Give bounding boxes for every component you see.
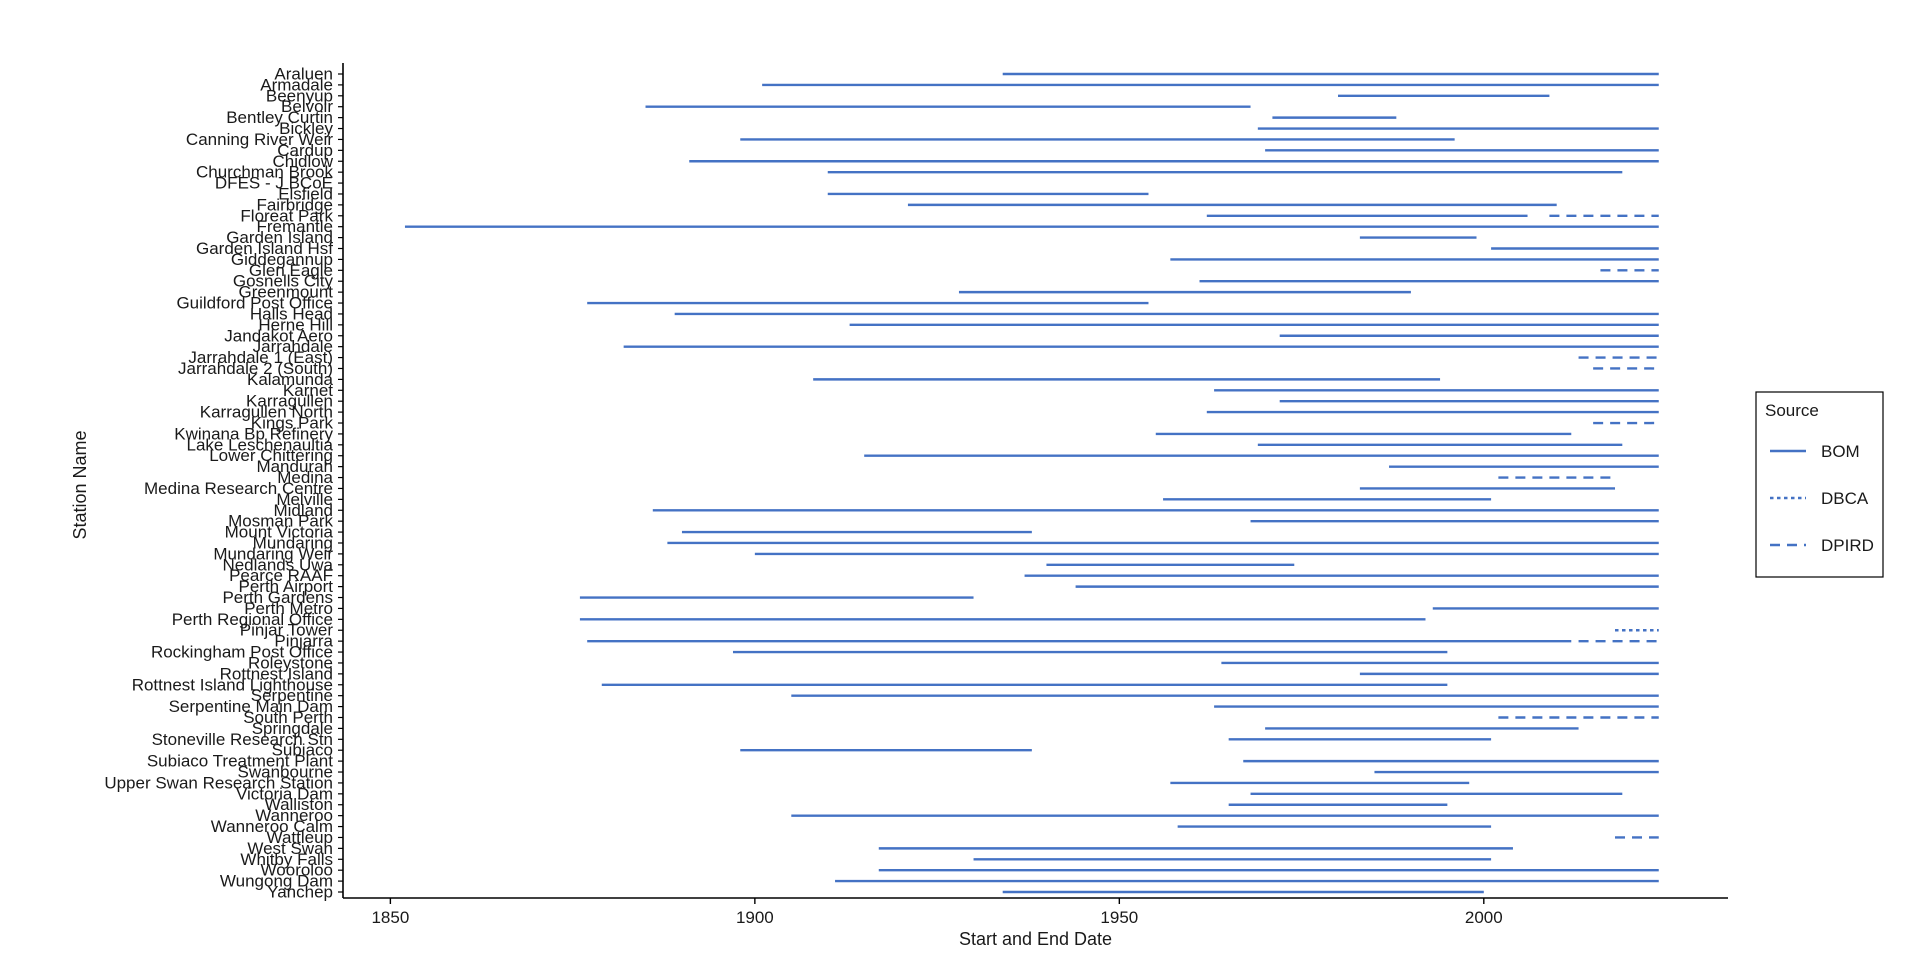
station-label-gosnells-city: Gosnells City (233, 272, 334, 291)
station-label-south-perth: South Perth (243, 708, 333, 727)
station-label-upper-swan-research-station: Upper Swan Research Station (104, 773, 333, 792)
x-ticks: 1850 1900 1950 2000 (371, 898, 1503, 927)
legend-title: Source (1765, 401, 1819, 420)
station-label-perth-metro: Perth Metro (244, 599, 333, 618)
station-label-perth-gardens: Perth Gardens (222, 588, 333, 607)
legend-label-bom: BOM (1821, 442, 1860, 461)
station-label-garden-island-hsf: Garden Island Hsf (196, 239, 333, 258)
station-label-karnet: Karnet (283, 381, 333, 400)
station-label-kwinana-bp-refinery: Kwinana Bp Refinery (174, 424, 333, 443)
station-label-mosman-park: Mosman Park (228, 512, 333, 531)
station-label-nedlands-uwa: Nedlands Uwa (222, 555, 333, 574)
station-label-springdale: Springdale (252, 719, 333, 738)
station-label-fairbridge: Fairbridge (256, 195, 333, 214)
station-label-canning-river-weir: Canning River Weir (186, 130, 333, 149)
station-label-armadale: Armadale (260, 75, 333, 94)
station-label-medina: Medina (277, 468, 333, 487)
legend-entries: BOM DBCA DPIRD (1770, 442, 1874, 555)
legend: Source BOM DBCA DPIRD (1755, 391, 1884, 578)
station-label-pinjar-tower: Pinjar Tower (240, 621, 334, 640)
station-label-wungong-dam: Wungong Dam (220, 872, 333, 891)
station-label-garden-island: Garden Island (226, 228, 333, 247)
station-label-melville: Melville (276, 490, 333, 509)
station-label-mundaring: Mundaring (253, 533, 333, 552)
station-label-stoneville-research-stn: Stoneville Research Stn (152, 730, 333, 749)
station-label-beenyup: Beenyup (266, 86, 333, 105)
station-label-rockingham-post-office: Rockingham Post Office (151, 643, 333, 662)
station-label-churchman-brook: Churchman Brook (196, 163, 334, 182)
station-label-glen-eagle: Glen Eagle (249, 261, 333, 280)
y-axis-title: Station Name (70, 430, 90, 539)
station-label-serpentine-main-dam: Serpentine Main Dam (169, 697, 333, 716)
station-label-halls-head: Halls Head (250, 304, 333, 323)
station-label-elsfield: Elsfield (278, 184, 333, 203)
station-label-mundaring-weir: Mundaring Weir (213, 544, 333, 563)
station-label-fremantle: Fremantle (256, 217, 333, 236)
station-label-karragullen-north: Karragullen North (200, 403, 333, 422)
station-label-kalamunda: Kalamunda (247, 370, 334, 389)
station-label-jandakot-aero: Jandakot Aero (224, 326, 333, 345)
station-label-roleystone: Roleystone (248, 653, 333, 672)
station-label-giddegannup: Giddegannup (231, 250, 333, 269)
x-tick-label-1900: 1900 (736, 908, 774, 927)
station-label-perth-airport: Perth Airport (239, 577, 334, 596)
station-label-araluen: Araluen (274, 65, 333, 84)
station-label-serpentine: Serpentine (251, 686, 333, 705)
station-label-wanneroo-calm: Wanneroo Calm (211, 817, 333, 836)
legend-label-dpird: DPIRD (1821, 536, 1874, 555)
station-label-dfes-j-bcoe: DFES - J BCoE (215, 174, 333, 193)
station-label-herne-hill: Herne Hill (258, 315, 333, 334)
station-label-belvoir: Belvoir (281, 97, 333, 116)
station-label-swanbourne: Swanbourne (238, 763, 333, 782)
station-label-medina-research-centre: Medina Research Centre (144, 479, 333, 498)
station-label-greenmount: Greenmount (239, 283, 334, 302)
x-tick-label-1950: 1950 (1100, 908, 1138, 927)
station-label-lake-leschenaultia: Lake Leschenaultia (186, 435, 333, 454)
station-label-subiaco: Subiaco (272, 741, 333, 760)
station-label-mount-victoria: Mount Victoria (225, 523, 334, 542)
station-label-victoria-dam: Victoria Dam (236, 784, 333, 803)
station-label-pinjarra: Pinjarra (274, 632, 333, 651)
station-label-subiaco-treatment-plant: Subiaco Treatment Plant (147, 752, 333, 771)
station-label-kings-park: Kings Park (251, 414, 334, 433)
x-tick-label-2000: 2000 (1465, 908, 1503, 927)
station-label-yanchep: Yanchep (267, 883, 333, 902)
station-label-chidlow: Chidlow (273, 152, 334, 171)
station-label-mandurah: Mandurah (256, 457, 333, 476)
station-label-lower-chittering: Lower Chittering (209, 446, 333, 465)
station-label-rottnest-island: Rottnest Island (220, 664, 333, 683)
x-axis-title: Start and End Date (959, 929, 1112, 949)
station-label-bickley: Bickley (279, 119, 333, 138)
station-label-midland: Midland (273, 501, 333, 520)
segments-layer (404, 72, 1659, 894)
legend-label-dbca: DBCA (1821, 489, 1869, 508)
station-label-jarrahdale-1-east: Jarrahdale 1 (East) (188, 348, 333, 367)
station-label-pearce-raaf: Pearce RAAF (229, 566, 333, 585)
station-label-jarrahdale: Jarrahdale (253, 337, 333, 356)
station-label-wooroloo: Wooroloo (261, 861, 333, 880)
x-tick-label-1850: 1850 (371, 908, 409, 927)
station-label-whitby-falls: Whitby Falls (240, 850, 333, 869)
station-label-wanneroo: Wanneroo (255, 806, 333, 825)
station-label-perth-regional-office: Perth Regional Office (172, 610, 333, 629)
station-label-west-swan: West Swan (247, 839, 333, 858)
station-label-wattleup: Wattleup (267, 828, 333, 847)
station-label-floreat-park: Floreat Park (240, 206, 333, 225)
axes (338, 63, 1728, 899)
station-label-jarrahdale-2-south: Jarrahdale 2 (South) (178, 359, 333, 378)
station-label-cardup: Cardup (277, 141, 333, 160)
station-label-karragullen: Karragullen (246, 392, 333, 411)
station-label-bentley-curtin: Bentley Curtin (226, 108, 333, 127)
station-label-walliston: Walliston (265, 795, 333, 814)
station-label-rottnest-island-lighthouse: Rottnest Island Lighthouse (132, 675, 333, 694)
station-label-guildford-post-office: Guildford Post Office (176, 294, 333, 313)
